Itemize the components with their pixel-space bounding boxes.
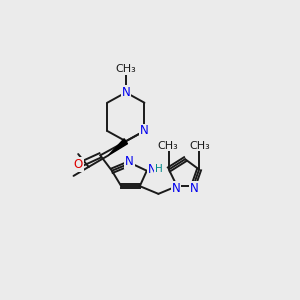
Text: O: O xyxy=(74,158,83,171)
Text: CH₃: CH₃ xyxy=(116,64,136,74)
Text: N: N xyxy=(122,86,130,99)
Text: CH₃: CH₃ xyxy=(157,141,178,151)
Text: N: N xyxy=(148,163,157,176)
Text: N: N xyxy=(125,155,134,168)
Text: N: N xyxy=(190,182,199,195)
Text: CH₃: CH₃ xyxy=(190,141,211,151)
Text: N: N xyxy=(172,182,180,195)
Text: H: H xyxy=(155,164,163,175)
Text: N: N xyxy=(140,124,149,137)
Polygon shape xyxy=(108,139,128,155)
